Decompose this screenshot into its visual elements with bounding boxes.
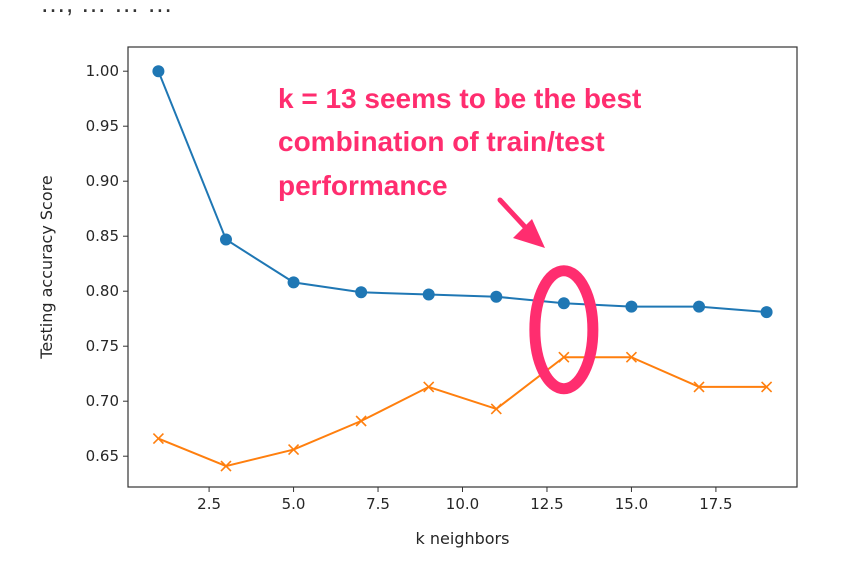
series-1-point bbox=[355, 286, 368, 299]
y-tick-label: 0.90 bbox=[86, 172, 119, 190]
annotation-line-1: k = 13 seems to be the best bbox=[278, 83, 641, 114]
series-2-point bbox=[287, 444, 300, 456]
series-1-point bbox=[693, 300, 706, 313]
series-1-point bbox=[422, 288, 435, 301]
series-1-point bbox=[625, 300, 638, 313]
y-tick-label: 0.95 bbox=[86, 117, 119, 135]
x-tick-label: 15.0 bbox=[615, 495, 648, 513]
plot-area bbox=[127, 46, 798, 488]
series-1-point bbox=[152, 65, 165, 78]
x-marker-stroke bbox=[761, 381, 773, 393]
series-1-line bbox=[157, 70, 767, 314]
annotation-line-3: performance bbox=[278, 170, 448, 201]
series-2-point bbox=[761, 381, 773, 393]
series-1-point bbox=[287, 276, 300, 289]
x-marker-stroke bbox=[558, 351, 570, 363]
series-2-point bbox=[355, 415, 367, 427]
series-2-point bbox=[625, 351, 638, 363]
series-1-point bbox=[219, 233, 232, 246]
annotation-arrow-head bbox=[513, 219, 545, 248]
x-tick-label: 7.5 bbox=[366, 495, 390, 513]
top-cut-text: …, … … … bbox=[40, 0, 173, 18]
series-1-point bbox=[760, 306, 773, 319]
x-marker-stroke bbox=[423, 381, 435, 393]
y-tick-label: 0.65 bbox=[86, 447, 119, 465]
x-tick-label: 17.5 bbox=[699, 495, 732, 513]
x-axis-label: k neighbors bbox=[416, 529, 510, 548]
y-tick-label: 0.70 bbox=[86, 392, 119, 410]
y-axis-label: Testing accuracy Score bbox=[37, 175, 56, 359]
x-marker-stroke bbox=[152, 433, 164, 445]
annotation-line-2: combination of train/test bbox=[278, 126, 605, 157]
x-tick-label: 2.5 bbox=[197, 495, 221, 513]
y-tick-label: 1.00 bbox=[86, 62, 119, 80]
annotation-arrow-shaft bbox=[497, 197, 529, 231]
series-2-point bbox=[220, 460, 232, 472]
series-2-point bbox=[693, 381, 705, 393]
x-marker-stroke bbox=[625, 351, 638, 363]
x-marker-stroke bbox=[355, 415, 367, 427]
x-tick-label: 5.0 bbox=[282, 495, 306, 513]
series-2-point bbox=[152, 433, 164, 445]
x-marker-stroke bbox=[220, 460, 232, 472]
series-2-point bbox=[423, 381, 435, 393]
x-marker-stroke bbox=[693, 381, 705, 393]
highlight-ellipse bbox=[529, 265, 599, 395]
y-tick-label: 0.85 bbox=[86, 227, 119, 245]
x-marker-stroke bbox=[287, 444, 300, 456]
series-2-point bbox=[558, 351, 570, 363]
x-tick-label: 12.5 bbox=[530, 495, 563, 513]
y-tick-label: 0.80 bbox=[86, 282, 119, 300]
series-1-point bbox=[490, 290, 503, 303]
x-marker-stroke bbox=[490, 403, 502, 415]
x-tick-label: 10.0 bbox=[446, 495, 479, 513]
y-tick-label: 0.75 bbox=[86, 337, 119, 355]
series-2-line bbox=[158, 356, 767, 468]
series-1-point bbox=[557, 297, 570, 310]
series-2-point bbox=[490, 403, 502, 415]
